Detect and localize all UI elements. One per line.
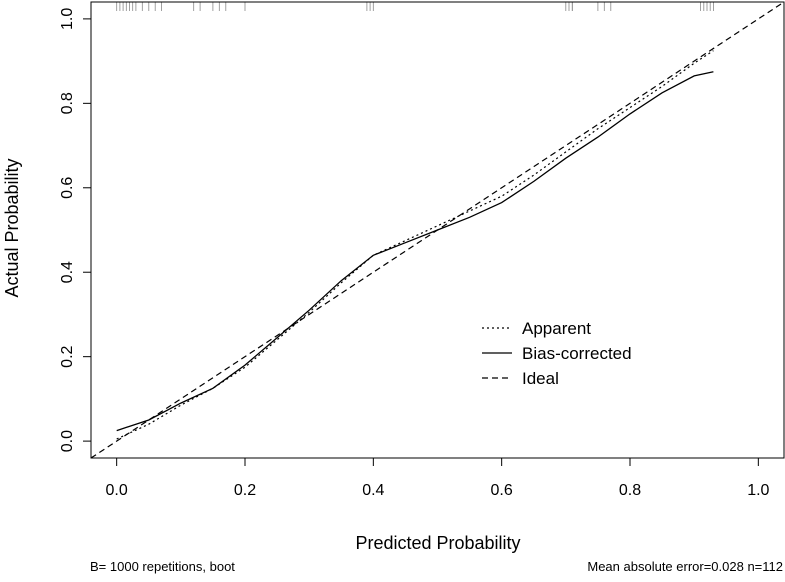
x-tick-label-1: 0.2 xyxy=(234,482,256,499)
legend-label-apparent: Apparent xyxy=(522,319,591,338)
axis-layer: 0.0 0.2 0.4 0.6 0.8 1.0 0.0 0.2 0.4 0.6 0.8 1.0 xyxy=(59,1,785,499)
y-axis-title: Actual Probability xyxy=(2,158,22,297)
legend-label-bias-corrected: Bias-corrected xyxy=(522,344,632,363)
series-line-bias-corrected xyxy=(116,71,714,432)
y-tick-label-3: 0.6 xyxy=(59,177,76,199)
x-tick-label-5: 1.0 xyxy=(747,482,769,499)
footer-right-text: Mean absolute error=0.028 n=112 xyxy=(587,559,783,574)
legend-label-ideal: Ideal xyxy=(522,369,559,388)
x-tick-label-3: 0.6 xyxy=(491,482,513,499)
series-line-apparent xyxy=(116,50,714,440)
x-tick-label-2: 0.4 xyxy=(362,482,384,499)
x-tick-label-0: 0.0 xyxy=(106,482,128,499)
x-axis-title: Predicted Probability xyxy=(355,533,520,553)
y-tick-label-4: 0.8 xyxy=(59,92,76,114)
y-tick-label-2: 0.4 xyxy=(59,261,76,283)
y-tick-label-1: 0.2 xyxy=(59,345,76,367)
series-line-ideal xyxy=(91,2,784,458)
footer-left-text: B= 1000 repetitions, boot xyxy=(90,559,235,574)
plot-layer xyxy=(91,2,784,458)
legend: Apparent Bias-corrected Ideal xyxy=(482,319,632,388)
y-tick-label-5: 1.0 xyxy=(59,8,76,30)
y-tick-label-0: 0.0 xyxy=(59,430,76,452)
x-tick-label-4: 0.8 xyxy=(619,482,641,499)
